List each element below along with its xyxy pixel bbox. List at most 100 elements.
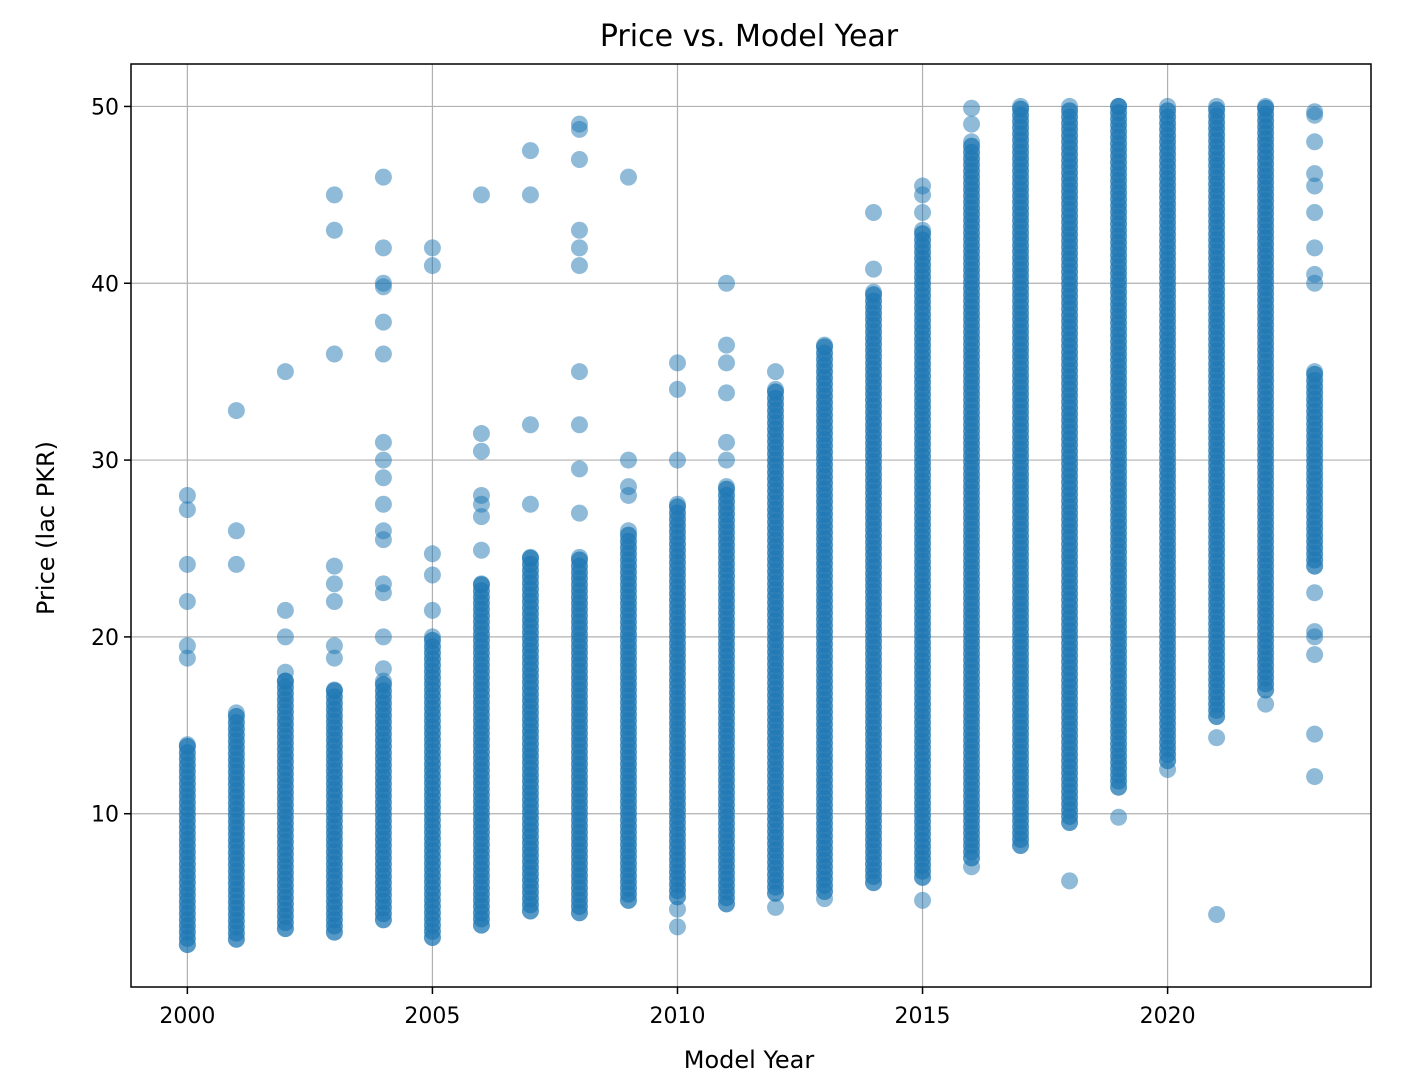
data-point [472,575,490,593]
data-point-outlier [1110,808,1128,826]
data-point-outlier [619,451,637,469]
data-point-outlier [423,257,441,275]
data-point [521,548,539,566]
data-point-outlier [325,557,343,575]
data-point-outlier [472,442,490,460]
data-point-outlier [472,495,490,513]
data-point [619,522,637,540]
data-point-outlier [423,239,441,257]
data-point-outlier [374,628,392,646]
data-point [1110,97,1128,115]
data-point-outlier [668,918,686,936]
data-point-outlier [178,649,196,667]
x-axis: 2000 2005 2010 2015 2020 [159,987,1196,1029]
data-point [767,380,785,398]
data-point-outlier [570,257,588,275]
grid [131,64,1371,987]
data-point-outlier [1306,165,1324,183]
data-point-outlier [816,890,834,908]
y-tick-label: 30 [91,449,119,474]
data-point-outlier [325,186,343,204]
data-point [325,681,343,699]
data-point-outlier [374,660,392,678]
data-point-outlier [1306,177,1324,195]
data-point-outlier [1208,906,1226,924]
data-point-outlier [1306,584,1324,602]
data-point-outlier [570,504,588,522]
data-point-outlier [570,239,588,257]
y-tick-label: 20 [91,626,119,651]
data-point-outlier [325,345,343,363]
data-point-outlier [668,451,686,469]
data-point-outlier [178,555,196,573]
data-point [227,704,245,722]
x-tick-label: 2010 [649,1004,705,1029]
data-point-outlier [1306,274,1324,292]
data-point-outlier [374,469,392,487]
data-point [1061,97,1079,115]
data-point-outlier [668,900,686,918]
data-point-outlier [521,495,539,513]
data-point-outlier [717,384,735,402]
data-point [914,221,932,239]
data-point-outlier [717,354,735,372]
data-point-outlier [276,663,294,681]
data-point-outlier [717,433,735,451]
y-axis-label: Price (lac PKR) [32,441,60,615]
data-point-outlier [325,221,343,239]
data-point [668,495,686,513]
data-point-outlier [865,204,883,222]
data-point-outlier [1208,729,1226,747]
data-point-outlier [374,168,392,186]
data-point-outlier [472,508,490,526]
data-point-outlier [717,451,735,469]
data-point-outlier [521,142,539,160]
data-point-outlier [325,593,343,611]
data-point-outlier [178,637,196,655]
data-point-outlier [423,545,441,563]
data-point-outlier [668,380,686,398]
x-tick-label: 2000 [159,1004,215,1029]
y-tick-label: 10 [91,803,119,828]
data-point [963,133,981,151]
data-point-outlier [374,531,392,549]
data-point-outlier [570,416,588,434]
y-tick-label: 40 [91,272,119,297]
data-point-outlier [1306,768,1324,786]
data-point [816,336,834,354]
data-point-outlier [276,601,294,619]
data-point-outlier [178,593,196,611]
data-point-outlier [717,274,735,292]
data-point-outlier [570,221,588,239]
data-point [423,628,441,646]
data-point-outlier [1061,872,1079,890]
y-tick-label: 50 [91,95,119,120]
data-point-outlier [374,451,392,469]
data-point-outlier [178,501,196,519]
data-point-outlier [570,150,588,168]
data-point-outlier [423,601,441,619]
data-point-outlier [717,336,735,354]
data-point [717,478,735,496]
data-point-outlier [619,486,637,504]
data-point-outlier [227,555,245,573]
data-point-outlier [1257,695,1275,713]
data-point-outlier [914,186,932,204]
data-point-outlier [668,354,686,372]
data-point-outlier [1306,106,1324,124]
data-points [178,97,1324,954]
data-point [374,672,392,690]
data-point-outlier [1306,133,1324,151]
data-point-outlier [227,522,245,540]
data-point-outlier [325,637,343,655]
data-point-outlier [963,858,981,876]
data-point-outlier [374,495,392,513]
x-tick-label: 2005 [404,1004,460,1029]
data-point-outlier [325,649,343,667]
data-point-outlier [521,186,539,204]
data-point-outlier [374,345,392,363]
data-point [178,736,196,754]
plot-frame [130,63,1372,988]
data-point-outlier [570,120,588,138]
